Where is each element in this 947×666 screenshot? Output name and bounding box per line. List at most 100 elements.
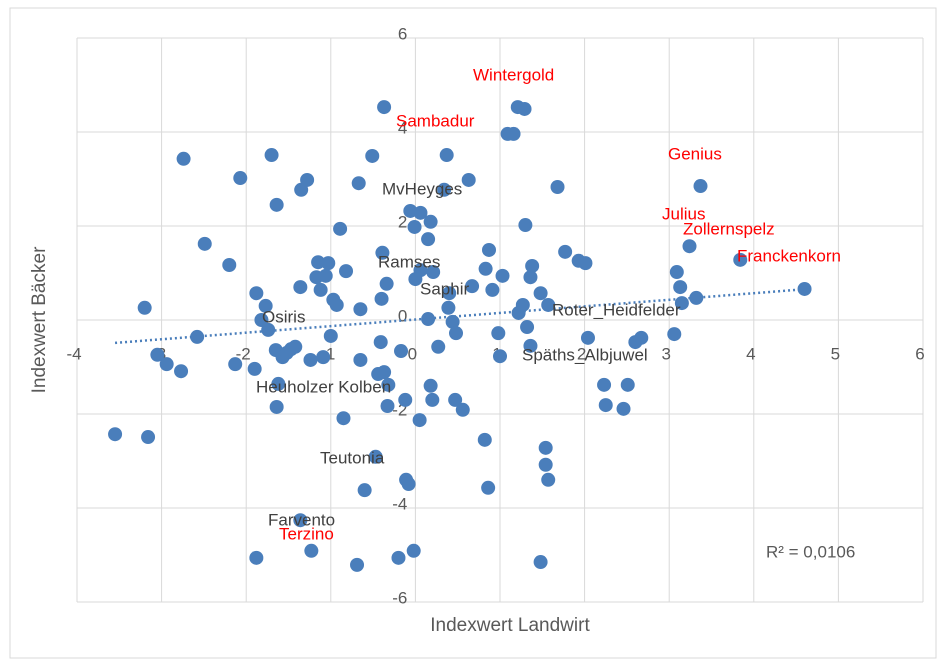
- data-point: [495, 268, 510, 283]
- data-point: [518, 218, 533, 233]
- point-annotation: Julius: [662, 204, 705, 223]
- point-annotation: Franckenkorn: [737, 246, 841, 265]
- data-point: [533, 286, 548, 301]
- data-point: [523, 338, 538, 353]
- data-point: [449, 326, 464, 341]
- data-point: [258, 298, 273, 313]
- data-point: [190, 329, 205, 344]
- data-point: [311, 255, 326, 270]
- point-annotation: Zollernspelz: [683, 219, 775, 238]
- point-annotation: Genius: [668, 144, 722, 163]
- data-point: [406, 543, 421, 558]
- data-point: [222, 258, 237, 273]
- data-point: [412, 413, 427, 428]
- data-point: [336, 411, 351, 426]
- y-tick-label: -6: [392, 588, 407, 607]
- data-point: [423, 378, 438, 393]
- data-point: [797, 281, 812, 296]
- data-point: [538, 440, 553, 455]
- data-point: [538, 457, 553, 472]
- data-point: [421, 232, 436, 247]
- data-point: [620, 377, 635, 392]
- data-point: [197, 236, 212, 251]
- data-point: [176, 151, 191, 166]
- chart-frame: [9, 7, 937, 659]
- data-point: [597, 377, 612, 392]
- point-annotation: Heuholzer Kolben: [256, 377, 391, 396]
- data-point: [673, 280, 688, 295]
- data-point: [351, 176, 366, 191]
- data-point: [407, 219, 422, 234]
- data-point: [398, 392, 413, 407]
- data-point: [669, 265, 684, 280]
- data-point: [558, 244, 573, 259]
- data-point: [682, 239, 697, 254]
- y-axis-title: Indexwert Bäcker: [29, 246, 50, 393]
- data-point: [485, 282, 500, 297]
- data-point: [533, 555, 548, 570]
- data-point: [437, 182, 452, 197]
- data-point: [413, 263, 428, 278]
- data-point: [329, 297, 344, 312]
- point-annotation: Farvento: [268, 510, 335, 529]
- data-point: [465, 279, 480, 294]
- data-point: [247, 361, 262, 376]
- data-point: [108, 427, 123, 442]
- data-point: [493, 349, 507, 364]
- point-annotation: MvHeyges: [382, 179, 462, 198]
- data-point: [439, 148, 454, 163]
- point-annotation: Roter_Heidfelder: [552, 300, 681, 319]
- data-point: [413, 205, 428, 220]
- data-point: [249, 550, 264, 565]
- data-point: [339, 264, 354, 279]
- data-point: [381, 377, 396, 392]
- point-annotation: Sambadur: [396, 111, 475, 130]
- x-tick-label: 5: [831, 344, 840, 363]
- data-point: [481, 480, 496, 495]
- data-point: [300, 172, 315, 187]
- data-point: [321, 256, 336, 271]
- data-point: [379, 276, 394, 291]
- y-tick-label: 4: [398, 118, 407, 137]
- x-tick-label: 4: [746, 344, 755, 363]
- data-point: [249, 286, 264, 301]
- point-annotation: Terzino: [279, 524, 334, 543]
- data-point: [313, 282, 328, 297]
- data-point: [455, 402, 470, 417]
- data-point: [174, 364, 189, 379]
- y-tick-label: 0: [398, 306, 407, 325]
- data-point: [333, 221, 348, 236]
- data-point: [478, 261, 493, 276]
- point-annotation: Wintergold: [473, 65, 554, 84]
- data-point: [374, 291, 389, 306]
- data-point: [477, 432, 492, 447]
- data-point: [506, 126, 521, 141]
- data-point: [261, 322, 276, 337]
- data-point: [353, 302, 368, 317]
- y-tick-label: -4: [392, 494, 407, 513]
- data-point: [667, 327, 682, 342]
- x-tick-label: 2: [577, 344, 586, 363]
- data-point: [269, 399, 284, 414]
- data-point: [264, 148, 279, 163]
- data-point: [353, 352, 368, 367]
- data-point: [293, 513, 308, 528]
- y-tick-label: 6: [398, 24, 407, 43]
- data-point: [693, 179, 708, 194]
- x-tick-label: 6: [915, 344, 924, 363]
- data-point: [425, 392, 440, 407]
- data-point: [445, 314, 460, 329]
- data-point: [491, 326, 506, 341]
- data-point: [269, 197, 284, 212]
- data-point: [254, 313, 269, 327]
- x-tick-label: -4: [66, 344, 81, 363]
- data-point: [441, 300, 456, 315]
- data-point: [377, 100, 392, 115]
- data-point: [316, 350, 331, 365]
- data-point: [580, 330, 595, 345]
- data-point: [550, 179, 565, 194]
- data-point: [288, 339, 303, 354]
- data-point: [377, 365, 392, 380]
- data-point: [541, 472, 556, 487]
